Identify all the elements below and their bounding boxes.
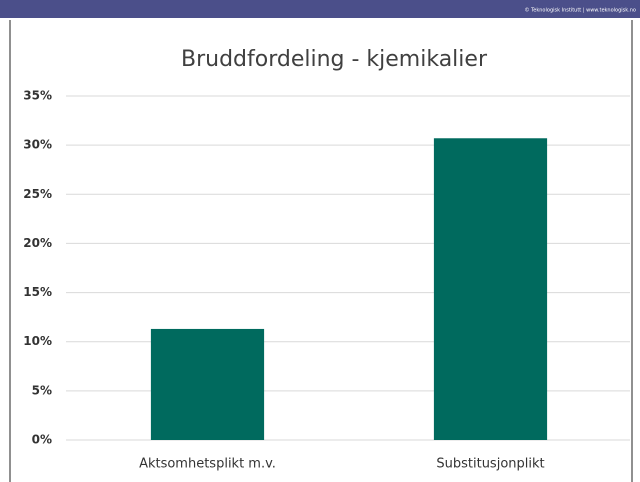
y-tick-label: 30% [23, 138, 52, 152]
y-tick-label: 5% [32, 383, 52, 397]
x-tick-label: Substitusjonplikt [436, 457, 544, 472]
x-tick-label: Aktsomhetsplikt m.v. [139, 457, 276, 472]
banner [0, 0, 640, 18]
chart-title: Bruddfordeling - kjemikalier [181, 47, 488, 72]
y-tick-label: 15% [23, 285, 52, 299]
y-tick-label: 25% [23, 187, 52, 201]
bar [150, 328, 265, 440]
y-tick-label: 10% [23, 334, 52, 348]
banner-text: © Teknologisk Institutt | www.teknologis… [525, 7, 637, 14]
y-tick-label: 20% [23, 236, 52, 250]
bar [433, 138, 548, 440]
y-tick-label: 0% [32, 433, 52, 447]
y-tick-label: 35% [23, 89, 52, 103]
